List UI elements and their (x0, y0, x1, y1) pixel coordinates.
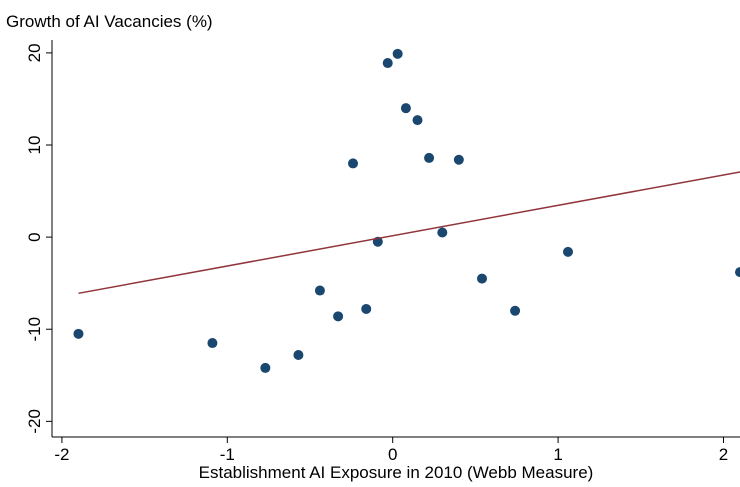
chart-title: Growth of AI Vacancies (%) (6, 12, 213, 31)
fit-line (78, 171, 740, 295)
point (314, 285, 325, 296)
point (563, 246, 573, 257)
point (293, 350, 304, 361)
point (361, 303, 372, 314)
point (348, 158, 358, 169)
x-tick-label: -2 (54, 445, 69, 464)
point (437, 227, 448, 238)
y-tick-label: 20 (25, 43, 44, 62)
point (424, 152, 435, 163)
y-tick-label: -10 (25, 317, 44, 342)
point (333, 311, 344, 322)
y-tick-label: -20 (25, 409, 44, 434)
y-tick-label: 10 (25, 136, 44, 155)
point (382, 58, 393, 69)
point (207, 338, 218, 349)
point (735, 267, 740, 278)
x-tick-label: -1 (220, 445, 235, 464)
x-tick-label: 0 (388, 445, 397, 464)
x-tick-label: 2 (719, 445, 728, 464)
point (477, 273, 487, 284)
x-axis-label: Establishment AI Exposure in 2010 (Webb … (199, 463, 594, 482)
point (412, 115, 423, 126)
point (392, 48, 403, 59)
point (510, 305, 521, 316)
point (453, 154, 464, 165)
point (400, 103, 411, 114)
y-tick-label: 0 (25, 232, 44, 241)
point (73, 328, 84, 339)
point (260, 362, 271, 373)
x-tick-label: 1 (553, 445, 562, 464)
